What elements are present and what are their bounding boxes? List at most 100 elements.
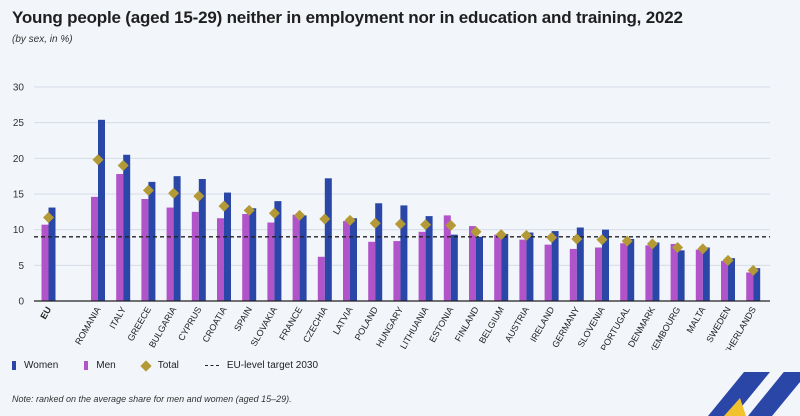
x-tick-label: CYPRUS	[176, 305, 203, 342]
bar-women	[450, 234, 458, 301]
x-tick-label: CROATIA	[200, 305, 228, 344]
x-tick-label: GREECE	[125, 305, 153, 343]
bar-men	[494, 234, 502, 301]
total-marker	[420, 219, 432, 231]
bar-men	[519, 239, 527, 301]
legend-women-label: Women	[24, 360, 59, 371]
bar-women	[48, 207, 56, 301]
total-marker	[445, 219, 457, 231]
x-tick-label: AUSTRIA	[503, 305, 531, 344]
bar-women	[324, 178, 332, 301]
bar-men	[41, 224, 49, 301]
total-marker	[672, 242, 684, 253]
bar-women	[702, 247, 710, 301]
bar-women	[501, 233, 509, 301]
bar-women	[576, 227, 584, 301]
bar-women	[551, 231, 559, 301]
y-tick-label: 15	[13, 190, 25, 201]
bar-men	[166, 207, 174, 301]
total-marker	[243, 204, 255, 216]
legend-men-swatch	[84, 361, 89, 370]
bar-men	[217, 218, 224, 301]
y-tick-label: 0	[18, 297, 24, 308]
x-tick-label: MALTA	[685, 305, 708, 335]
x-tick-label: FINLAND	[453, 305, 481, 344]
total-marker	[394, 218, 406, 230]
eurostat-logo-icon	[708, 372, 800, 416]
legend-target: EU-level target 2030	[204, 360, 319, 371]
bar-men	[595, 247, 602, 301]
x-tick-label: FRANCE	[277, 305, 304, 342]
bar-men	[317, 256, 325, 301]
bar-women	[753, 268, 761, 301]
legend-target-label: EU-level target 2030	[226, 360, 319, 371]
total-marker	[193, 190, 205, 202]
total-marker	[747, 264, 759, 276]
bar-men	[469, 226, 476, 301]
y-tick-label: 10	[13, 225, 25, 236]
bar-men	[368, 241, 376, 301]
bar-men	[116, 174, 124, 301]
x-tick-label: ESTONIA	[427, 305, 455, 344]
x-tick-label: IRELAND	[528, 305, 556, 344]
total-marker	[369, 217, 381, 229]
y-tick-label: 20	[13, 154, 25, 165]
bar-men	[443, 215, 451, 301]
bar-women	[425, 216, 433, 301]
legend-women: Women	[12, 360, 58, 371]
legend-men-label: Men	[96, 360, 116, 371]
x-tick-label: SLOVAKIA	[249, 305, 280, 348]
bar-men	[91, 196, 98, 301]
bar-women	[123, 154, 131, 301]
total-marker	[43, 212, 54, 224]
bar-women	[375, 203, 383, 301]
chart-legend: Women Men Total EU-level target 2030	[12, 359, 344, 372]
bar-women	[224, 192, 231, 301]
total-marker	[646, 238, 658, 250]
bar-women	[249, 208, 257, 301]
bar-women	[148, 181, 156, 301]
bar-men	[569, 248, 577, 301]
total-marker	[722, 254, 734, 266]
x-tick-label: LATVIA	[331, 305, 355, 336]
bar-women	[98, 119, 105, 302]
bar-men	[670, 243, 678, 301]
x-tick-label: SPAIN	[232, 305, 254, 333]
x-tick-label: BELGIUM	[477, 305, 506, 345]
bar-men	[242, 213, 250, 301]
total-marker	[546, 232, 558, 244]
total-marker	[520, 229, 532, 241]
bar-women	[526, 232, 534, 301]
legend-total-label: Total	[157, 360, 179, 371]
bar-men	[292, 214, 300, 301]
bar-men	[267, 222, 275, 301]
bar-men	[746, 272, 754, 301]
chart-subtitle: (by sex, in %)	[12, 34, 73, 45]
total-marker	[596, 234, 608, 246]
legend-total-diamond-icon	[140, 359, 152, 372]
total-marker	[621, 235, 633, 247]
bar-women	[677, 250, 685, 301]
x-tick-label: POLAND	[353, 305, 380, 342]
total-marker	[117, 159, 129, 171]
legend-men: Men	[84, 360, 116, 371]
total-marker	[142, 184, 154, 196]
total-marker	[319, 213, 331, 225]
bar-women	[400, 205, 408, 301]
x-tick-label: ROMANIA	[73, 305, 103, 346]
y-tick-label: 30	[13, 83, 25, 94]
x-tick-label: ITALY	[107, 305, 128, 331]
total-marker	[571, 233, 583, 245]
bar-men	[141, 198, 149, 301]
legend-target-dash-icon	[204, 365, 219, 366]
bar-women	[274, 201, 282, 301]
bar-men	[695, 249, 703, 301]
total-marker	[268, 207, 280, 219]
x-tick-label: EU	[38, 305, 53, 321]
bar-men	[418, 231, 426, 301]
legend-women-swatch	[12, 361, 16, 370]
chart-title: Young people (aged 15-29) neither in emp…	[12, 8, 683, 27]
total-marker	[218, 200, 230, 212]
total-marker	[294, 209, 306, 221]
